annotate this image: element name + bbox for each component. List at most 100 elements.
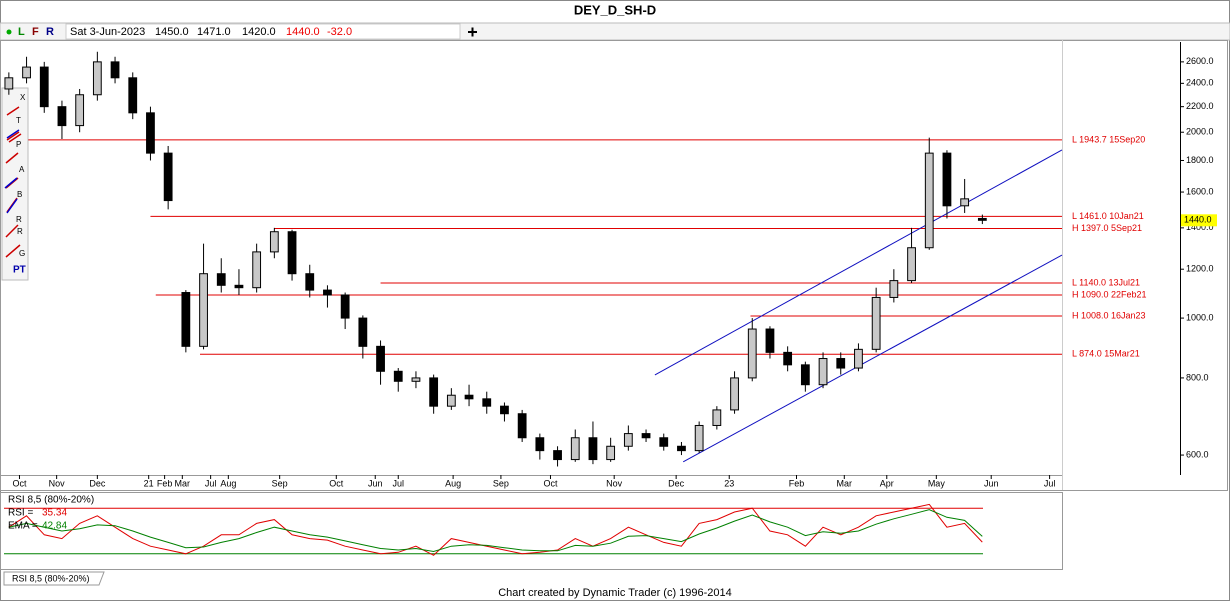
candle-body: [376, 345, 385, 372]
rsi-title: RSI 8,5 (80%-20%): [8, 495, 94, 506]
x-tick-label: Dec: [668, 478, 685, 488]
x-tick-label: 23: [724, 478, 734, 488]
x-tick-label: Oct: [12, 478, 27, 488]
link-r[interactable]: R: [46, 26, 54, 38]
candle-body: [570, 437, 580, 461]
x-tick-label: Oct: [543, 478, 558, 488]
candle-body: [163, 152, 173, 202]
candle-body: [22, 66, 31, 79]
x-tick-label: Mar: [175, 478, 191, 488]
x-tick-label: Jun: [984, 478, 999, 488]
x-tick-label: Aug: [445, 478, 461, 488]
quote-low: 1420.0: [242, 26, 276, 38]
x-tick-label: Feb: [157, 478, 173, 488]
quote-box: [65, 23, 461, 40]
candle-body: [588, 437, 598, 461]
y-tick-label: 1200.0: [1186, 264, 1214, 274]
candle-body: [960, 198, 970, 207]
candle-body: [517, 413, 527, 439]
palette-bg: [1, 87, 29, 281]
candle-body: [535, 437, 545, 452]
tool-label[interactable]: R: [16, 215, 22, 224]
candle-body: [730, 377, 739, 411]
candle-body: [411, 377, 421, 382]
x-tick-label: 21: [144, 478, 154, 488]
candle-body: [942, 152, 952, 207]
x-tick-label: May: [928, 478, 946, 488]
y-tick-label: 600.0: [1186, 449, 1209, 459]
rsi-line: [8, 509, 983, 553]
window-title: DEY_D_SH-D: [574, 2, 656, 17]
candle-body: [269, 231, 279, 253]
candle-body: [429, 377, 439, 407]
candle-body: [75, 94, 85, 127]
trend-channel: [682, 254, 1063, 463]
x-tick-label: Apr: [880, 478, 894, 488]
candle-body: [446, 394, 456, 407]
candle-body: [110, 61, 120, 79]
trend-channel: [654, 149, 1063, 376]
candle-body: [57, 106, 67, 127]
level-label: L 1943.7 15Sep20: [1072, 134, 1145, 144]
tool-palette: [1, 87, 29, 281]
tool-label[interactable]: P: [16, 140, 21, 149]
tool-label[interactable]: T: [16, 116, 21, 125]
candle-body: [92, 61, 102, 96]
candle-body: [623, 433, 633, 447]
y-tick-label: 1400.0: [1186, 222, 1214, 232]
rsi-tab-label: RSI 8,5 (80%-20%): [12, 573, 90, 583]
candle-body: [924, 152, 934, 249]
candle-body: [181, 292, 191, 347]
link-l[interactable]: L: [18, 26, 25, 38]
tool-icons-blue[interactable]: [4, 129, 20, 214]
tool-label[interactable]: X: [20, 93, 26, 102]
add-button[interactable]: [468, 27, 477, 37]
tool-label[interactable]: R: [17, 227, 23, 236]
y-tick-label: 1600.0: [1186, 186, 1214, 196]
candle-body: [39, 66, 49, 108]
rsi-legend-value: 35.34: [42, 508, 67, 519]
y-tick-label: 2600.0: [1186, 56, 1214, 66]
candle-body: [358, 317, 368, 347]
quote-open: 1450.0: [155, 26, 189, 38]
candle-body: [836, 358, 846, 369]
tool-label[interactable]: A: [19, 165, 25, 174]
rsi-legend-value: 42.84: [42, 521, 67, 532]
x-tick-label: Mar: [837, 478, 853, 488]
candle-body: [783, 351, 793, 366]
candle-body: [287, 231, 297, 275]
level-label: H 1397.0 5Sep21: [1072, 223, 1142, 233]
link-f[interactable]: F: [32, 26, 39, 38]
candle-body: [234, 284, 244, 289]
candle-body: [305, 273, 315, 291]
tool-label[interactable]: G: [19, 249, 25, 258]
candle-body: [800, 364, 810, 386]
candle-body: [907, 247, 916, 282]
candle-body: [482, 398, 492, 407]
candle-body: [606, 445, 616, 461]
candle-body: [4, 77, 14, 90]
y-tick-label: 1800.0: [1186, 155, 1214, 165]
candle-body: [889, 280, 899, 298]
candle-body: [871, 296, 881, 350]
level-label: L 874.0 15Mar21: [1072, 349, 1140, 359]
x-tick-label: Aug: [220, 478, 236, 488]
candle-body: [146, 112, 155, 154]
candle-body: [677, 445, 686, 452]
tool-label[interactable]: B: [17, 190, 22, 199]
last-price-label: 1440.0: [1184, 215, 1212, 225]
x-tick-label: Sep: [272, 478, 288, 488]
candle-body: [323, 289, 332, 296]
candle-body: [854, 348, 863, 369]
rsi-legend-name: EMA =: [8, 521, 38, 532]
rsi-tab[interactable]: [3, 571, 105, 586]
candle-body: [553, 450, 562, 461]
x-tick-label: Sep: [493, 478, 509, 488]
y-tick-label: 1000.0: [1186, 312, 1214, 322]
tool-label[interactable]: PT: [13, 265, 26, 276]
candle-body: [977, 217, 987, 221]
candle-body: [659, 437, 669, 447]
level-label: L 1140.0 13Jul21: [1072, 277, 1140, 287]
x-tick-label: Jul: [205, 478, 217, 488]
